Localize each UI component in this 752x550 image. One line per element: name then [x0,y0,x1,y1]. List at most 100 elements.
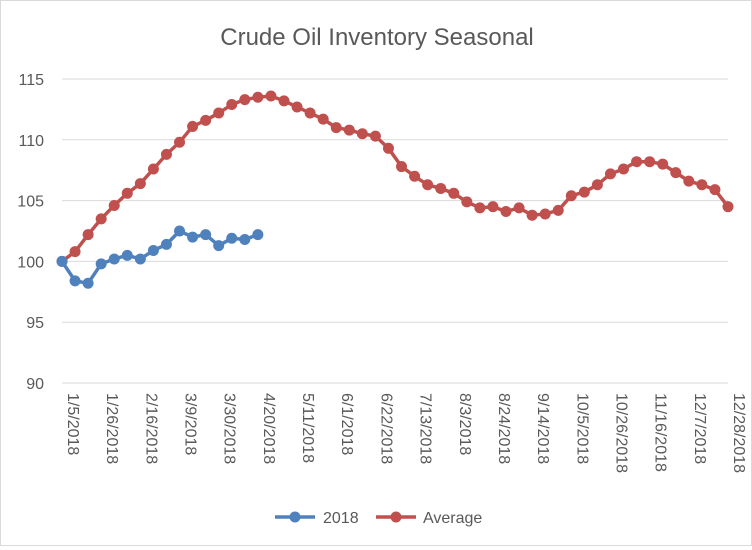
data-point-2018 [252,229,264,241]
data-point-average [644,156,656,168]
data-point-average [435,182,447,194]
data-point-average [134,178,146,190]
series-group [56,90,734,289]
data-point-average [448,187,460,199]
data-point-average [304,107,316,119]
data-point-average [356,128,368,140]
grid-lines [62,78,728,384]
data-point-average [382,142,394,154]
x-tick-label: 1/26/2018 [103,393,120,464]
data-point-2018 [226,232,238,244]
data-point-average [696,179,708,191]
data-point-average [396,161,408,173]
x-tick-label: 8/3/2018 [456,393,473,455]
data-point-average [369,130,381,142]
data-point-average [461,196,473,208]
data-point-average [291,101,303,113]
x-tick-label: 1/5/2018 [64,393,81,455]
x-tick-label: 8/24/2018 [495,393,512,464]
data-point-average [618,163,630,175]
data-point-average [657,158,669,170]
data-point-average [604,168,616,180]
y-tick-label: 95 [26,315,44,332]
data-point-average [317,113,329,125]
data-point-average [631,156,643,168]
y-tick-label: 105 [17,194,44,211]
x-tick-label: 5/11/2018 [299,393,316,463]
data-point-average [278,95,290,107]
legend-label-average: Average [423,510,482,527]
x-axis-ticks: 1/5/2018 1/26/2018 2/16/2018 3/9/2018 3/30/2… [64,393,747,473]
data-point-average [552,204,564,216]
data-point-2018 [121,249,133,261]
data-point-average [252,91,264,103]
data-point-average [474,202,486,214]
data-point-average [330,122,342,134]
y-axis-ticks: 90 95 100 105 110 115 [17,72,44,393]
x-tick-label: 2/16/2018 [142,393,159,464]
data-point-average [95,213,107,225]
data-point-2018 [160,238,172,250]
legend-marker-2018 [289,511,301,523]
data-point-2018 [82,277,94,289]
data-point-average [69,246,81,258]
data-point-average [174,136,186,148]
data-point-average [108,199,120,211]
data-point-average [539,208,551,220]
x-tick-label: 10/26/2018 [612,393,629,473]
x-tick-label: 12/7/2018 [691,393,708,464]
data-point-2018 [200,229,212,241]
y-tick-label: 115 [18,72,44,89]
data-point-average [213,107,225,119]
data-point-average [422,179,434,191]
data-point-average [683,175,695,187]
data-point-average [513,202,525,214]
y-tick-label: 110 [18,133,44,150]
data-point-average [526,209,538,221]
x-tick-label: 11/16/2018 [652,393,669,472]
data-point-2018 [108,253,120,265]
x-tick-label: 4/20/2018 [260,393,277,464]
data-point-average [160,148,172,160]
data-point-average [239,94,251,106]
data-point-2018 [69,275,81,287]
data-point-average [487,201,499,213]
data-point-average [722,201,734,213]
data-point-average [565,190,577,202]
legend: 2018 Average [275,510,482,527]
data-point-average [265,90,277,102]
x-tick-label: 3/9/2018 [182,393,199,455]
data-point-average [343,124,355,136]
x-tick-label: 7/13/2018 [417,393,434,464]
data-point-2018 [147,244,159,256]
x-tick-label: 9/14/2018 [534,393,551,464]
data-point-average [500,206,512,218]
data-point-average [82,229,94,241]
data-point-average [187,120,199,132]
data-point-2018 [174,225,186,237]
series-line-average [60,94,730,264]
y-tick-label: 100 [17,254,44,271]
data-point-2018 [187,231,199,243]
x-tick-label: 3/30/2018 [221,393,238,464]
data-point-2018 [213,240,225,252]
data-point-average [578,186,590,198]
data-point-2018 [239,234,251,246]
data-point-2018 [95,258,107,270]
legend-label-2018: 2018 [323,510,359,527]
data-point-2018 [134,253,146,265]
data-point-average [200,114,212,126]
series-line-2018 [60,229,260,286]
data-point-average [409,170,421,182]
data-point-2018 [56,255,68,267]
data-point-average [591,179,603,191]
x-tick-label: 10/5/2018 [573,393,590,464]
data-point-average [147,163,159,175]
x-tick-label: 6/22/2018 [377,393,394,464]
chart-title: Crude Oil Inventory Seasonal [220,24,534,51]
legend-marker-average [390,511,402,523]
data-point-average [226,99,238,111]
data-point-average [670,167,682,179]
